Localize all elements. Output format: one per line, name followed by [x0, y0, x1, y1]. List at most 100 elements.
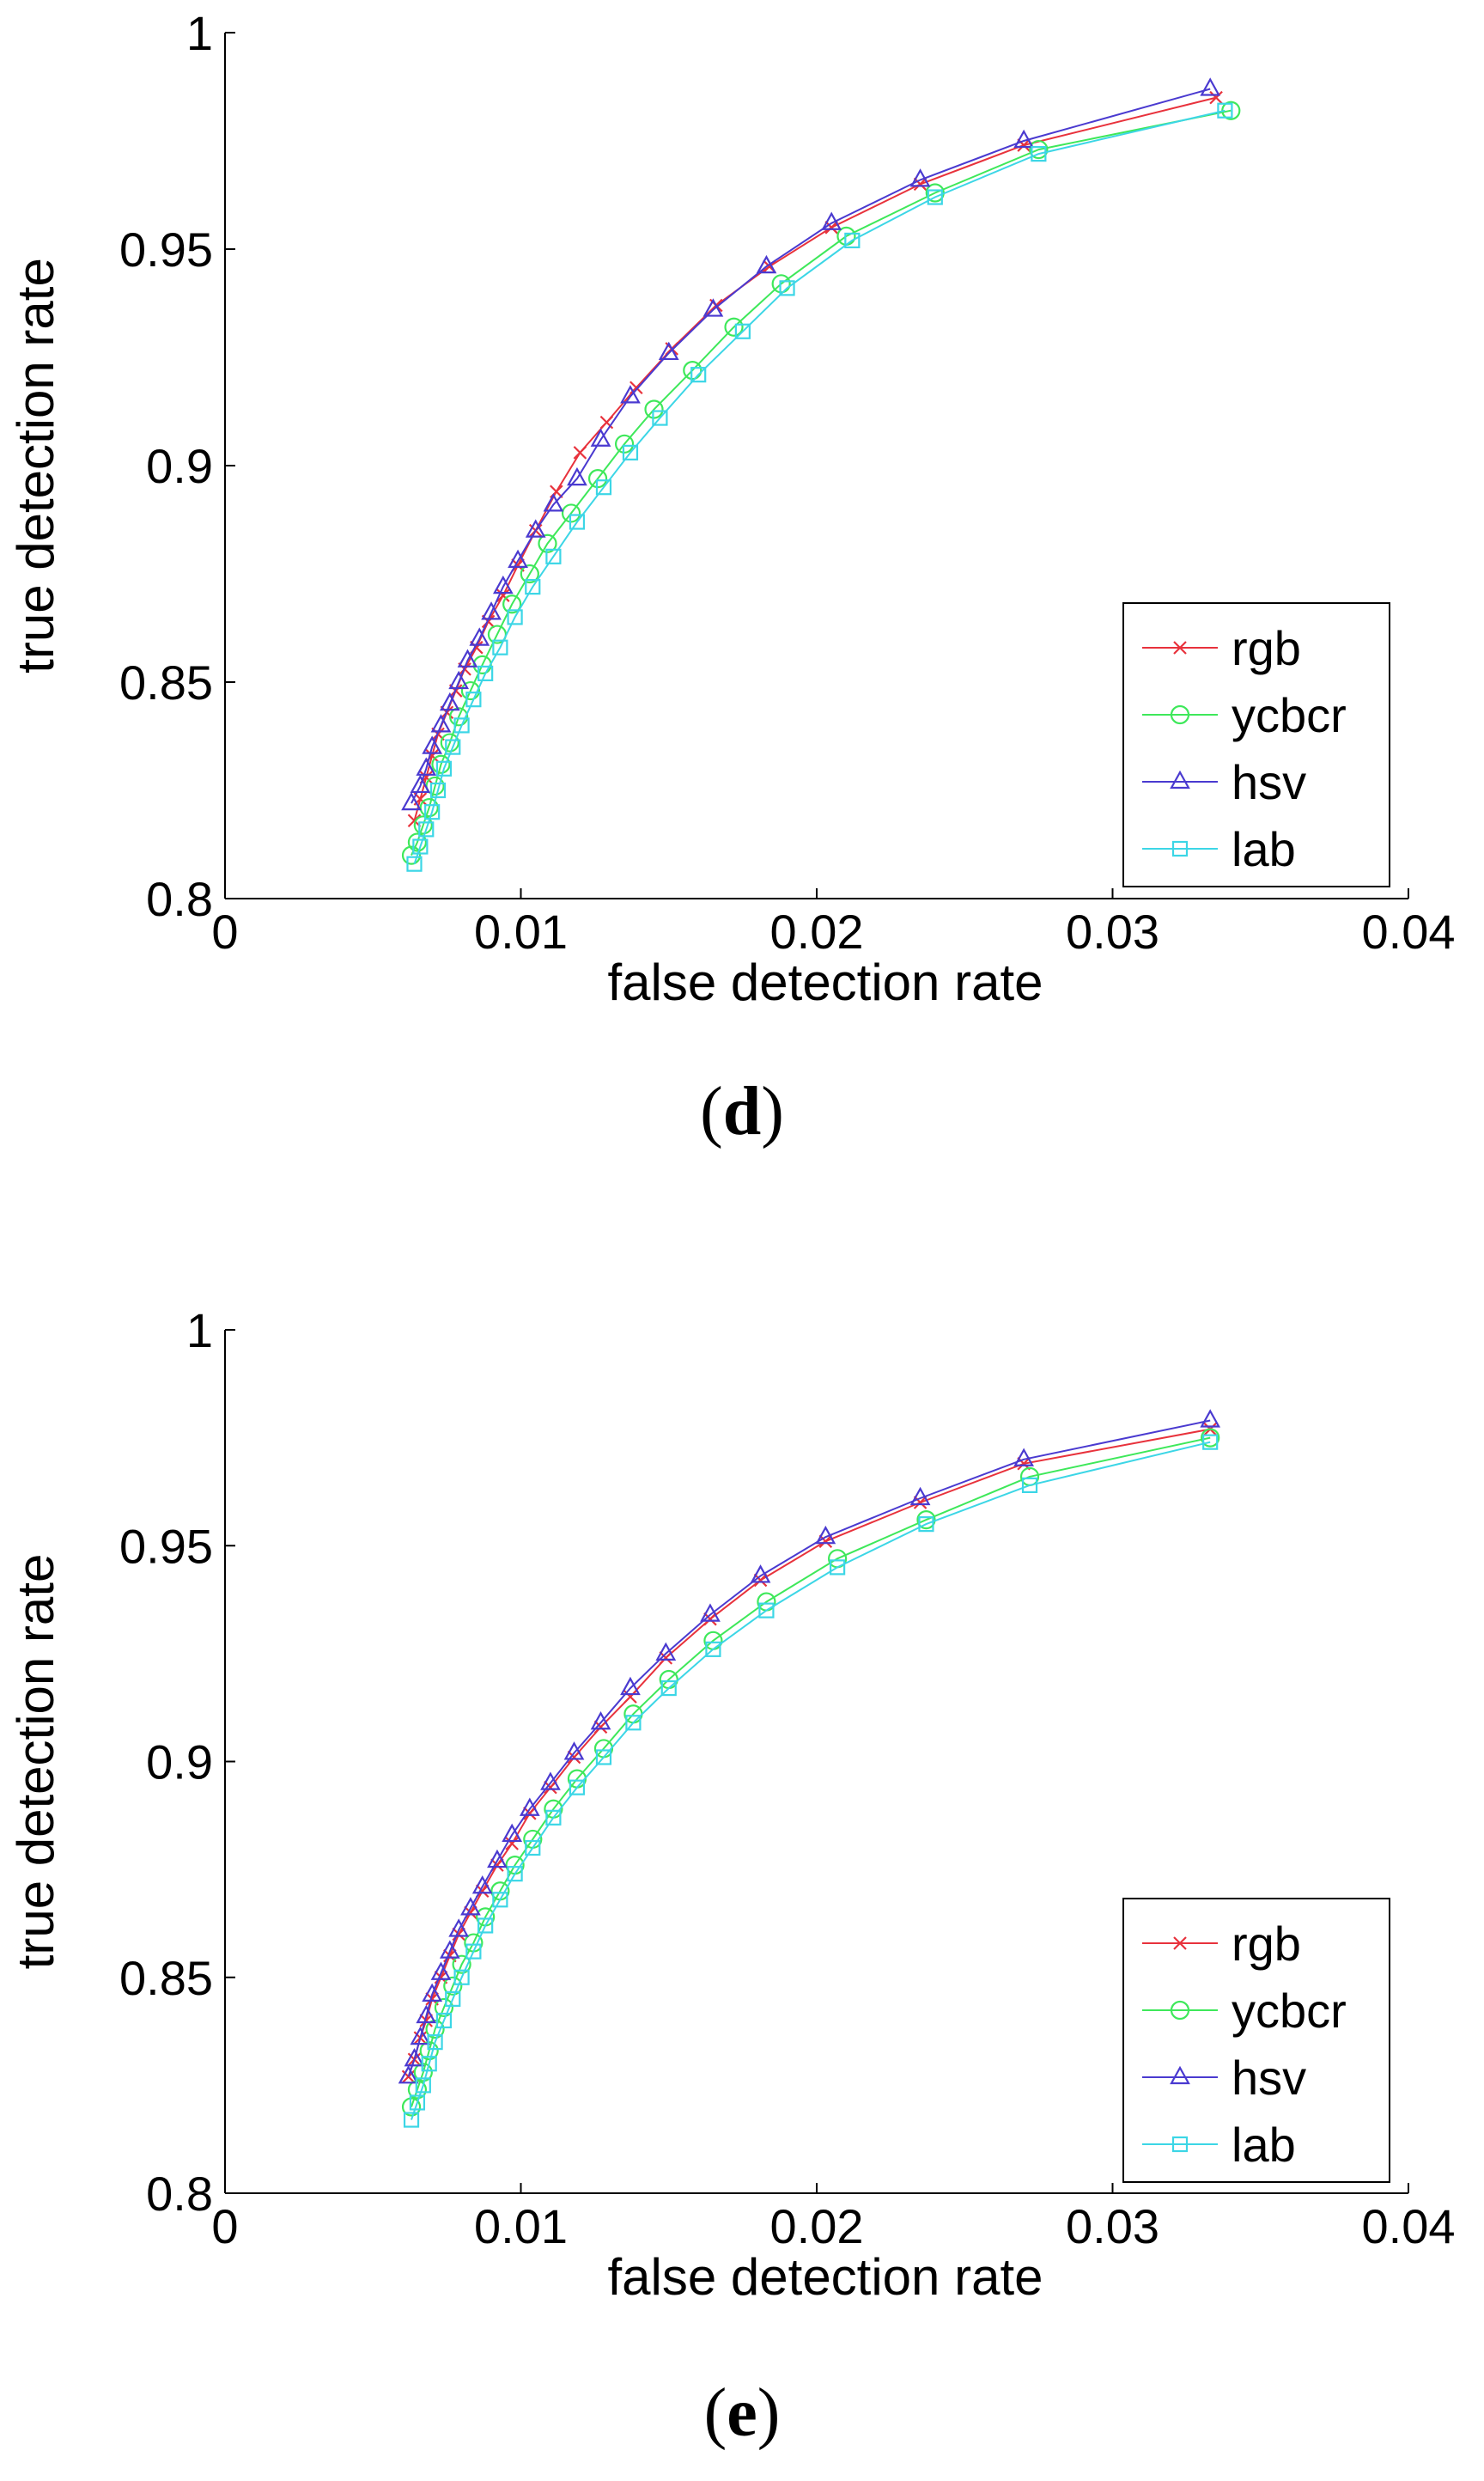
- data-point-hsv: [756, 254, 777, 274]
- data-point-hsv: [563, 1741, 585, 1760]
- data-point-hsv: [471, 1874, 493, 1894]
- legend-marker-hsv: [1170, 2065, 1190, 2085]
- data-point-ycbcr: [614, 434, 635, 454]
- data-point-rgb: [407, 814, 422, 828]
- data-point-hsv: [448, 670, 470, 690]
- x-tick-label: 0.02: [770, 905, 864, 959]
- data-point-lab: [421, 2056, 437, 2072]
- data-point-hsv: [404, 2047, 425, 2067]
- data-point-lab: [758, 1602, 775, 1618]
- series-line-ycbcr: [411, 1436, 1211, 2107]
- data-point-ycbcr: [1029, 139, 1049, 160]
- data-point-ycbcr: [1201, 1428, 1220, 1448]
- y-tick-label: 0.8: [146, 872, 213, 926]
- data-point-lab: [465, 692, 482, 708]
- data-point-lab: [569, 514, 586, 530]
- data-point-ycbcr: [440, 733, 459, 753]
- legend-label-hsv: hsv: [1232, 2051, 1306, 2105]
- data-point-hsv: [750, 1564, 771, 1583]
- x-tick-label: 0.02: [770, 2199, 864, 2253]
- data-point-lab: [660, 1679, 677, 1697]
- data-point-ycbcr: [561, 503, 581, 523]
- data-point-lab: [453, 717, 470, 734]
- data-point-ycbcr: [401, 845, 422, 865]
- data-point-hsv: [620, 1676, 641, 1696]
- x-tick-label: 0.03: [1066, 905, 1159, 959]
- data-point-hsv: [540, 1771, 561, 1790]
- y-tick-label: 1: [186, 1303, 213, 1357]
- data-point-ycbcr: [434, 1997, 454, 2018]
- legend-marker-ycbcr: [1170, 2000, 1190, 2021]
- data-point-rgb: [753, 1573, 768, 1588]
- data-point-lab: [569, 1779, 586, 1795]
- x-tick-label: 0: [211, 2199, 238, 2253]
- data-point-lab: [525, 579, 541, 595]
- data-point-lab: [492, 639, 508, 655]
- data-point-rgb: [523, 1807, 537, 1820]
- data-point-lab: [844, 232, 861, 249]
- y-tick-label: 0.8: [146, 2167, 213, 2221]
- data-point-rgb: [824, 221, 839, 235]
- data-point-ycbcr: [419, 2041, 439, 2061]
- legend-label-ycbcr: ycbcr: [1232, 688, 1347, 742]
- data-point-lab: [507, 1866, 523, 1882]
- data-point-hsv: [567, 466, 587, 486]
- data-point-lab: [1021, 1477, 1038, 1494]
- x-tick-label: 0.04: [1362, 2199, 1456, 2253]
- data-point-lab: [927, 189, 943, 205]
- x-tick-label: 0.04: [1362, 905, 1456, 959]
- data-point-hsv: [422, 1983, 443, 2002]
- data-point-hsv: [481, 601, 502, 620]
- data-point-ycbcr: [771, 274, 791, 294]
- x-tick-label: 0: [211, 905, 238, 959]
- data-point-hsv: [658, 341, 679, 361]
- data-point-hsv: [410, 2026, 431, 2045]
- data-point-ycbcr: [431, 754, 451, 774]
- data-point-ycbcr: [407, 832, 428, 852]
- data-point-lab: [435, 2012, 453, 2029]
- x-axis-label: false detection rate: [608, 954, 1043, 1011]
- y-tick-label: 1: [186, 6, 213, 60]
- data-point-lab: [545, 548, 562, 564]
- data-point-hsv: [487, 1849, 508, 1868]
- data-point-ycbcr: [401, 2097, 422, 2117]
- data-point-lab: [622, 444, 639, 460]
- legend-box: [1122, 1898, 1390, 2183]
- data-point-hsv: [416, 2004, 437, 2024]
- data-point-lab: [429, 782, 447, 799]
- data-point-hsv: [430, 1961, 452, 1980]
- panel-label: (d): [700, 1074, 784, 1149]
- data-point-lab: [595, 479, 612, 496]
- data-point-rgb: [419, 2014, 434, 2027]
- data-point-ycbcr: [644, 399, 664, 419]
- y-tick-label: 0.9: [146, 1735, 213, 1789]
- data-point-hsv: [460, 1897, 481, 1916]
- data-point-rgb: [913, 1496, 928, 1509]
- x-tick-label: 0.01: [474, 905, 568, 959]
- data-point-lab: [445, 1990, 461, 2007]
- data-point-hsv: [508, 549, 528, 568]
- data-point-hsv: [401, 791, 422, 811]
- data-point-hsv: [543, 493, 564, 512]
- legend-box: [1122, 602, 1390, 887]
- data-point-ycbcr: [425, 2019, 445, 2039]
- data-point-hsv: [590, 1711, 611, 1730]
- data-point-lab: [918, 1516, 934, 1533]
- data-point-rgb: [496, 588, 510, 602]
- legend-label-ycbcr: ycbcr: [1232, 1984, 1347, 2038]
- data-point-hsv: [410, 774, 431, 794]
- data-point-lab: [409, 2094, 426, 2111]
- data-point-hsv: [502, 1823, 523, 1843]
- data-point-hsv: [492, 575, 514, 594]
- data-point-lab: [595, 1749, 612, 1765]
- data-point-hsv: [1013, 129, 1035, 149]
- data-point-hsv: [590, 428, 611, 447]
- y-tick-label: 0.85: [119, 1951, 213, 2005]
- data-point-ycbcr: [449, 707, 469, 727]
- data-point-ycbcr: [520, 564, 539, 584]
- data-point-lab: [477, 1917, 494, 1934]
- data-point-hsv: [519, 1797, 540, 1816]
- data-point-hsv: [1200, 77, 1221, 96]
- data-point-hsv: [439, 692, 460, 711]
